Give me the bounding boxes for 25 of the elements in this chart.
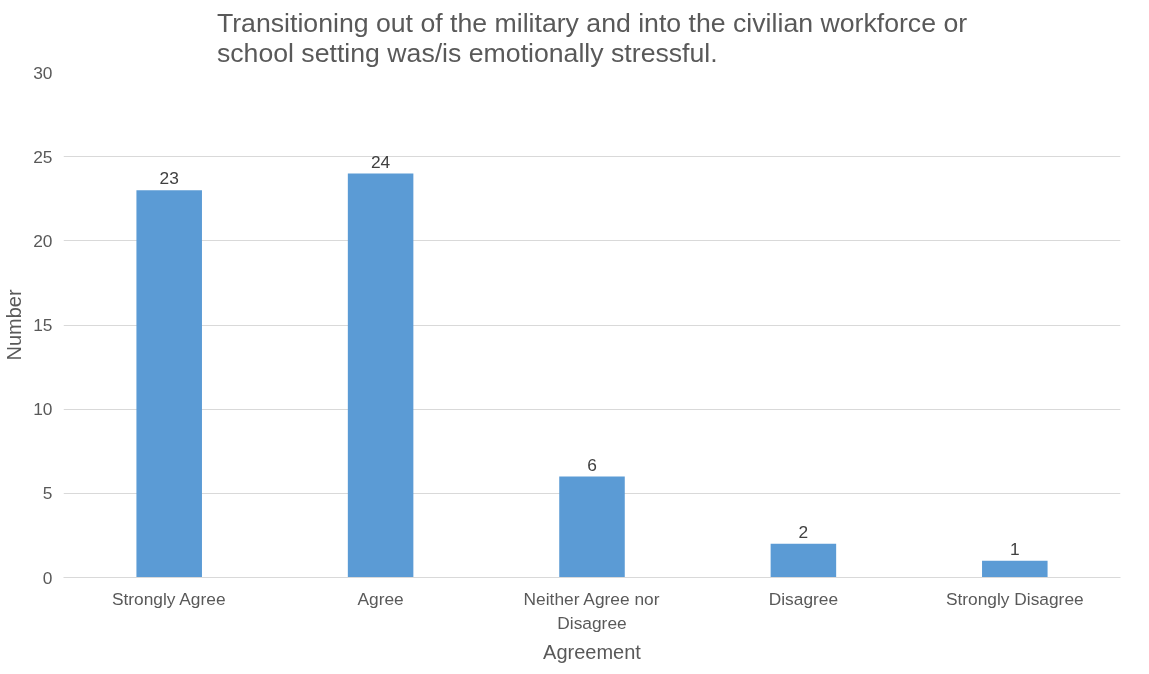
chart-title: Transitioning out of the military and into the civilian workforce or school setting was/is emotionally stressful. [216, 7, 968, 68]
data-label: 2 [798, 521, 809, 542]
data-label: 1 [1009, 538, 1020, 559]
y-axis-title: Number [3, 289, 26, 361]
x-axis-title: Agreement [543, 640, 642, 663]
x-tick-label: Agree [357, 588, 404, 609]
bar [559, 476, 625, 578]
y-tick-label: 20 [33, 230, 53, 251]
y-tick-label: 0 [42, 567, 53, 588]
y-tick-label: 5 [42, 483, 53, 504]
y-tick-label: 30 [33, 62, 53, 83]
y-tick-label: 25 [33, 146, 53, 167]
bar [347, 173, 414, 578]
x-tick-label: Strongly Disagree [945, 588, 1084, 609]
x-tick-label: Neither Agree nor Disagree [523, 588, 660, 633]
data-label: 6 [587, 454, 597, 475]
x-tick-label: Strongly Agree [111, 588, 226, 609]
bar [770, 543, 837, 578]
x-tick-label: Disagree [768, 588, 839, 609]
data-label: 23 [159, 168, 179, 189]
bar [136, 190, 202, 578]
y-tick-label: 10 [33, 399, 53, 420]
bar [982, 560, 1048, 578]
data-label: 24 [370, 151, 391, 172]
y-tick-label: 15 [33, 315, 53, 335]
